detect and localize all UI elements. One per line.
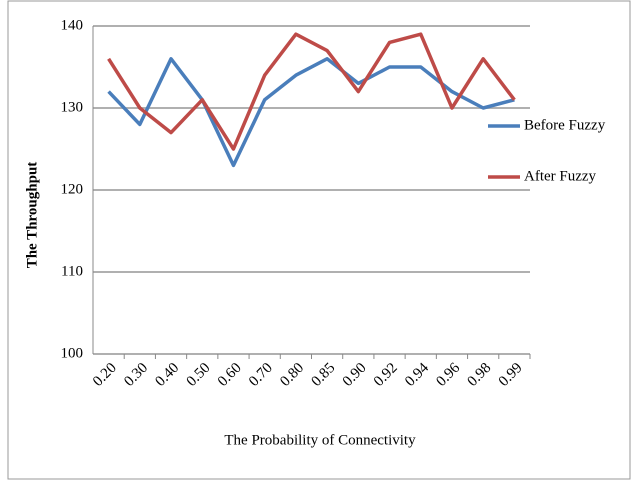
x-tick-label: 0.70 [246, 360, 276, 390]
y-tick-label: 120 [61, 181, 84, 197]
legend-label: After Fuzzy [524, 168, 597, 184]
x-tick-label: 0.30 [121, 360, 151, 390]
y-tick-label: 100 [61, 345, 84, 361]
x-tick-label: 0.40 [152, 360, 182, 390]
legend-label: Before Fuzzy [524, 117, 606, 133]
series-line [107, 32, 516, 151]
x-tick-label: 0.50 [184, 360, 214, 390]
y-tick-label: 110 [61, 263, 83, 279]
x-tick-label: 0.99 [496, 360, 526, 390]
x-tick-label: 0.92 [371, 360, 401, 390]
x-axis-title: The Probability of Connectivity [224, 432, 416, 448]
chart-frame [7, 0, 631, 480]
y-tick-label: 130 [61, 99, 84, 115]
x-tick-label: 0.96 [433, 360, 463, 390]
x-tick-label: 0.20 [90, 360, 120, 390]
x-tick-label: 0.94 [402, 360, 432, 390]
x-tick-label: 0.85 [308, 360, 338, 390]
x-tick-label: 0.90 [340, 360, 370, 390]
x-tick-label: 0.60 [215, 360, 245, 390]
y-tick-label: 140 [61, 17, 84, 33]
x-tick-label: 0.80 [277, 360, 307, 390]
y-axis-title: The Throughput [24, 162, 40, 269]
x-tick-label: 0.98 [465, 360, 495, 390]
series-line [107, 57, 515, 168]
